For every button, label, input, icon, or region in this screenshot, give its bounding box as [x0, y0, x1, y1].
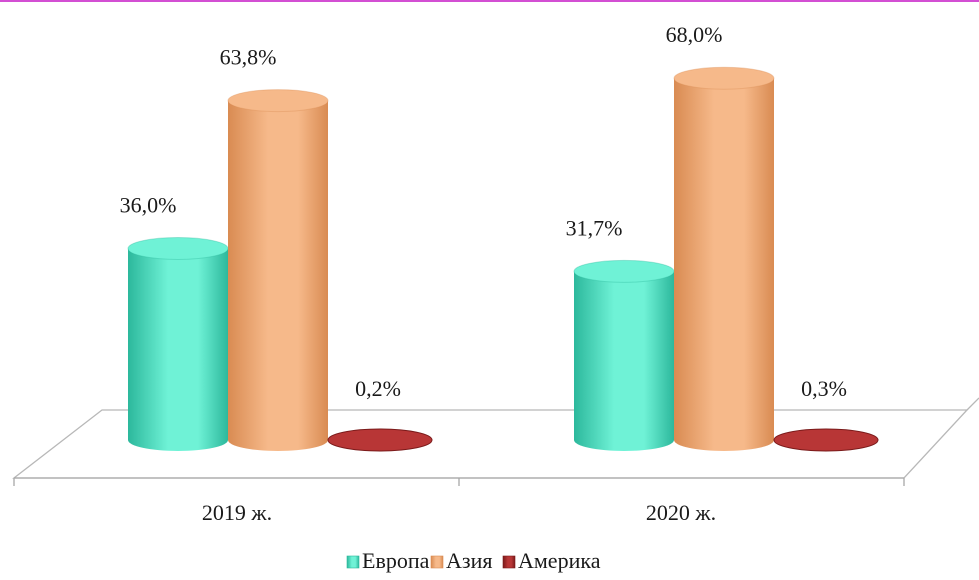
bars-group	[127, 66, 879, 452]
x-tick-label: 2020 ж.	[646, 500, 716, 525]
legend-item: Европа	[346, 548, 430, 573]
bar-body	[674, 78, 774, 452]
bar	[673, 66, 775, 452]
bar-top	[573, 259, 675, 283]
bar	[227, 89, 329, 452]
data-label: 68,0%	[666, 22, 723, 47]
legend-swatch	[502, 555, 516, 569]
data-labels-group: 36,0% 63,8% 0,2% 31,7% 68,0% 0,3%	[120, 22, 847, 401]
x-tick-label: 2019 ж.	[202, 500, 272, 525]
legend: Европа Азия Америка	[346, 548, 601, 573]
bar-body	[228, 100, 328, 452]
floor-back-edge	[966, 397, 979, 411]
bar-top	[127, 236, 229, 260]
legend-label: Азия	[446, 548, 492, 573]
bar-body	[128, 248, 228, 451]
legend-item: Америка	[502, 548, 601, 573]
legend-swatch	[430, 555, 444, 569]
bar-body	[574, 271, 674, 451]
legend-swatch	[346, 555, 360, 569]
data-label: 31,7%	[566, 215, 623, 240]
bar	[327, 428, 433, 452]
data-label: 0,2%	[355, 376, 401, 401]
bar-disc	[327, 428, 433, 452]
bar-disc	[773, 428, 879, 452]
bar-top	[227, 89, 329, 113]
data-label: 36,0%	[120, 192, 177, 217]
legend-label: Европа	[362, 548, 430, 573]
legend-label: Америка	[518, 548, 601, 573]
x-axis-ticks: 2019 ж. 2020 ж.	[13, 478, 905, 525]
data-label: 63,8%	[220, 45, 277, 70]
bar	[773, 428, 879, 452]
bar	[573, 259, 675, 451]
data-label: 0,3%	[801, 376, 847, 401]
legend-item: Азия	[430, 548, 492, 573]
bar-top	[673, 66, 775, 90]
bar	[127, 236, 229, 451]
